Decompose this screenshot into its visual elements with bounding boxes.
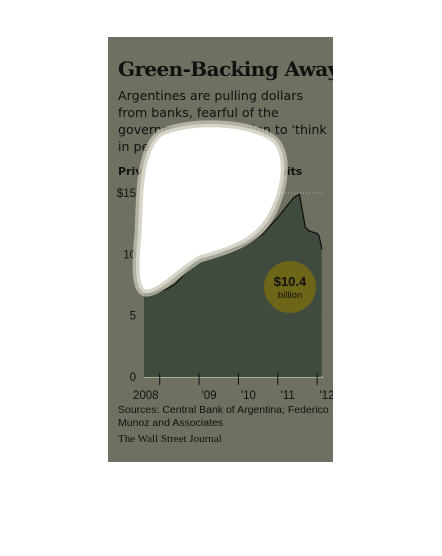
callout-unit: billion xyxy=(278,290,302,301)
x-tick-label: '11 xyxy=(281,390,295,402)
y-tick-label: 5 xyxy=(130,311,136,323)
x-tick-label: '12 xyxy=(320,390,333,402)
x-tick-label: '09 xyxy=(202,390,217,402)
y-tick-label: 0 xyxy=(130,372,136,384)
callout-circle xyxy=(264,261,316,313)
chart-title: Green-Backing Away xyxy=(118,57,333,81)
source-note: Sources: Central Bank of Argentina; Fede… xyxy=(118,404,329,429)
x-tick-label: '10 xyxy=(241,390,256,402)
axis-layer: 0 5 10 $15 2008 '09 '10 '11 '12 xyxy=(117,188,333,402)
deposits-area xyxy=(144,194,322,377)
x-tick-label: 2008 xyxy=(133,390,159,402)
value-callout: $10.4 billion xyxy=(264,261,316,313)
y-tick-label: 10 xyxy=(123,249,136,261)
y-tick-label: $15 xyxy=(117,188,136,200)
chart-card: Green-Backing Away Argentines are pullin… xyxy=(108,37,333,462)
smudge-overlay xyxy=(132,120,288,297)
callout-value: $10.4 xyxy=(274,274,307,289)
credit-note: The Wall Street Journal xyxy=(118,433,222,445)
area-chart: 0 5 10 $15 2008 '09 '10 '11 '12 billion $10.4 bi… xyxy=(117,120,333,402)
